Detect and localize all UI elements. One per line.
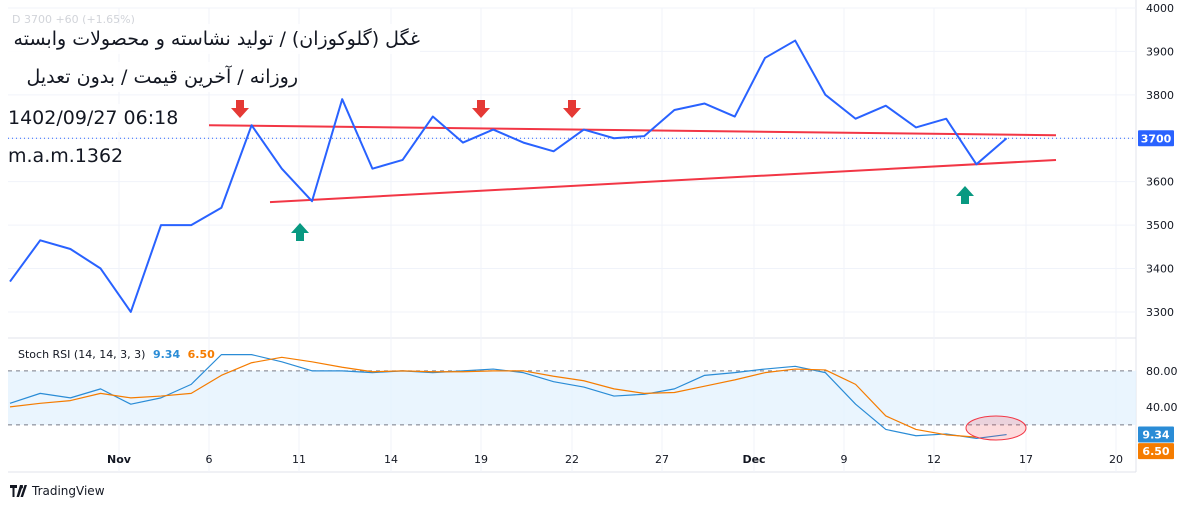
stoch-rsi-tick-label: 80.00 <box>1146 365 1178 378</box>
up-arrow-icon <box>956 186 974 204</box>
stoch-rsi-title: Stoch RSI (14, 14, 3, 3) <box>18 348 146 361</box>
time-tick-label: 27 <box>655 453 669 466</box>
time-tick-label: 17 <box>1019 453 1033 466</box>
chart-datetime: 1402/09/27 06:18 <box>8 104 178 132</box>
time-tick-label: 9 <box>841 453 848 466</box>
stoch-rsi-k-badge-bg <box>1138 426 1174 443</box>
time-tick-label: 14 <box>384 453 398 466</box>
stoch-rsi-d-line <box>9 356 977 438</box>
time-tick-label: 20 <box>1109 453 1123 466</box>
up-arrow-icon <box>291 223 309 241</box>
time-tick-label: 22 <box>565 453 579 466</box>
down-arrow-icon <box>563 100 581 118</box>
last-price-badge: 3700 <box>1141 132 1172 145</box>
down-arrow-icon <box>231 100 249 118</box>
stoch-rsi-d-value: 6.50 <box>187 348 215 361</box>
tradingview-brand: TradingView <box>32 484 105 498</box>
time-tick-label: Nov <box>107 453 132 466</box>
chart-title: غگل (گلوکوزان) / تولید نشاسته و محصولات … <box>8 24 420 54</box>
price-tick-label: 4000 <box>1146 2 1174 15</box>
tradingview-logo-icon <box>10 485 27 497</box>
stoch-rsi-legend: Stoch RSI (14, 14, 3, 3) 9.34 6.50 <box>18 348 215 361</box>
price-tick-label: 3900 <box>1146 45 1174 58</box>
price-series-line <box>9 39 1008 313</box>
stoch-rsi-tick-label: 40.00 <box>1146 401 1178 414</box>
stoch-rsi-k-value: 9.34 <box>152 348 181 361</box>
stoch-rsi-d-badge: 6.50 <box>1142 445 1169 458</box>
time-tick-label: 12 <box>927 453 941 466</box>
highlight-ellipse <box>965 415 1027 441</box>
price-tick-label: 3500 <box>1146 219 1174 232</box>
time-tick-label: Dec <box>742 453 765 466</box>
stoch-rsi-k-badge: 9.34 <box>1142 429 1169 442</box>
chart-subtitle: روزانه / آخرین قیمت / بدون تعدیل <box>8 62 298 92</box>
price-tick-label: 3800 <box>1146 89 1174 102</box>
trendline <box>269 158 1057 204</box>
price-tick-label: 3400 <box>1146 263 1174 276</box>
trendline <box>208 124 1057 137</box>
down-arrow-icon <box>472 100 490 118</box>
chart-author: m.a.m.1362 <box>8 142 128 170</box>
time-tick-label: 11 <box>292 453 306 466</box>
symbol-line: D 3700 +60 (+1.65%) <box>12 13 135 26</box>
stoch-rsi-d-badge-bg <box>1138 443 1174 460</box>
tradingview-footer[interactable]: TradingView <box>10 484 105 498</box>
last-price-badge-bg <box>1138 130 1174 147</box>
price-tick-label: 3300 <box>1146 306 1174 319</box>
time-tick-label: 19 <box>474 453 488 466</box>
time-tick-label: 6 <box>206 453 213 466</box>
price-tick-label: 3600 <box>1146 176 1174 189</box>
